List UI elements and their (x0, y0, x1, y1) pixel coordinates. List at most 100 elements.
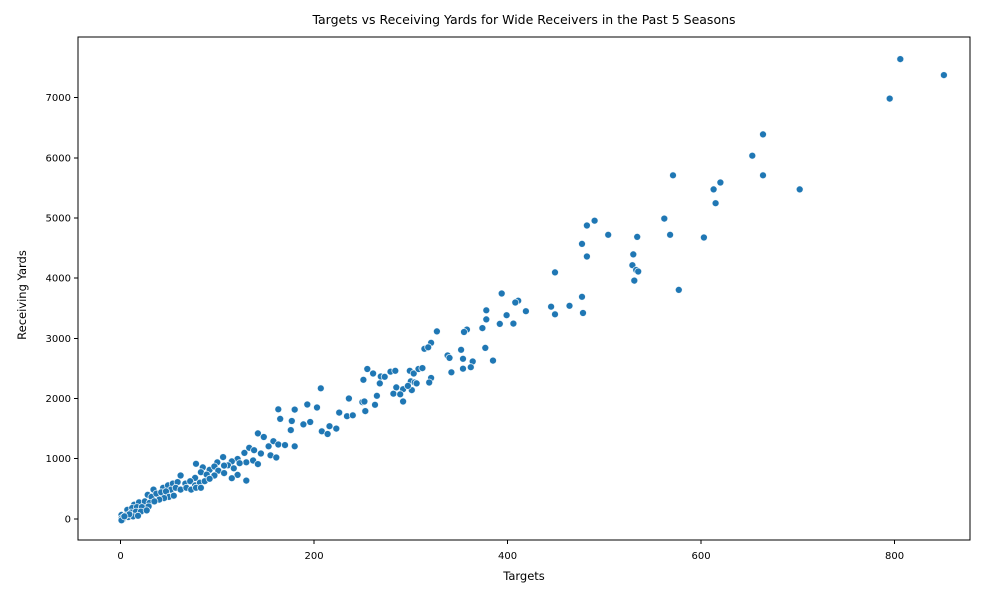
data-point (306, 418, 315, 426)
data-point (332, 424, 341, 433)
data-point (565, 301, 574, 310)
data-point (299, 420, 308, 429)
data-point (253, 460, 262, 469)
data-point (360, 397, 369, 406)
data-point (495, 319, 504, 328)
data-point (150, 497, 159, 506)
data-point (290, 442, 299, 451)
data-point (674, 285, 683, 294)
data-point (220, 469, 229, 478)
data-point (274, 405, 283, 414)
data-point (242, 458, 251, 467)
data-point (286, 426, 295, 435)
data-point (253, 429, 262, 438)
data-point (759, 171, 767, 180)
data-point (325, 422, 334, 431)
data-point (274, 440, 283, 449)
data-point (466, 363, 475, 372)
data-point (229, 464, 238, 473)
data-point (940, 71, 948, 79)
data-point (316, 384, 325, 393)
data-point (205, 474, 214, 483)
data-point (240, 448, 249, 457)
data-point (579, 309, 587, 317)
data-point (447, 368, 456, 377)
data-point (409, 369, 418, 378)
data-point (363, 365, 372, 373)
data-point (403, 381, 412, 390)
data-point (313, 403, 321, 412)
data-point (235, 459, 244, 468)
data-point (335, 408, 344, 417)
chart-title: Targets vs Receiving Yards for Wide Rece… (312, 12, 736, 27)
data-point (176, 471, 185, 480)
data-point (287, 417, 296, 425)
data-point (666, 230, 674, 239)
data-point (220, 461, 229, 470)
data-point (578, 239, 586, 248)
data-point (583, 221, 591, 230)
x-tick-label: 600 (691, 551, 710, 562)
data-point (361, 407, 370, 416)
data-point (425, 378, 434, 387)
y-tick-label: 6000 (46, 153, 71, 164)
data-point (323, 430, 332, 438)
data-point (509, 319, 518, 328)
data-point (629, 250, 638, 259)
data-point (259, 433, 268, 441)
data-point (120, 512, 129, 521)
data-point (459, 354, 467, 363)
data-point (481, 343, 490, 352)
data-point (369, 369, 378, 378)
data-point (489, 356, 497, 365)
y-tick-label: 0 (65, 514, 71, 525)
data-point (196, 483, 205, 492)
data-point (424, 343, 433, 352)
data-point (242, 476, 251, 485)
data-point (502, 311, 511, 320)
data-point (264, 442, 273, 451)
y-tick-label: 7000 (46, 93, 71, 104)
data-point (359, 375, 368, 384)
data-point (391, 366, 400, 375)
data-point (630, 276, 639, 285)
data-point (547, 302, 555, 311)
data-point (412, 379, 421, 388)
y-tick-label: 4000 (46, 274, 71, 285)
data-point (478, 324, 487, 333)
data-point (169, 491, 178, 500)
data-point (272, 453, 281, 462)
data-point (716, 178, 725, 187)
data-point (896, 55, 905, 63)
data-point (711, 199, 720, 208)
data-point (192, 459, 200, 468)
data-point (344, 394, 353, 403)
data-point (590, 216, 599, 225)
data-point (432, 327, 441, 336)
data-point (583, 252, 591, 261)
data-point (795, 185, 804, 194)
data-point (418, 364, 427, 373)
x-axis-label: Targets (503, 569, 545, 583)
data-point (290, 405, 299, 414)
data-point (457, 345, 466, 354)
data-point (399, 397, 408, 406)
x-tick-label: 400 (498, 551, 517, 562)
x-tick-label: 800 (885, 551, 904, 562)
y-tick-label: 2000 (46, 394, 71, 405)
data-point (634, 267, 643, 276)
data-point (276, 414, 285, 423)
y-tick-label: 3000 (46, 334, 71, 345)
data-point (885, 94, 894, 103)
x-tick-label: 0 (117, 551, 123, 562)
data-point (459, 364, 467, 373)
data-point (482, 315, 491, 324)
data-point (186, 477, 195, 486)
data-point (219, 453, 228, 462)
data-point (669, 171, 677, 180)
data-point (445, 353, 454, 362)
data-point (748, 151, 757, 160)
data-point (700, 233, 708, 242)
